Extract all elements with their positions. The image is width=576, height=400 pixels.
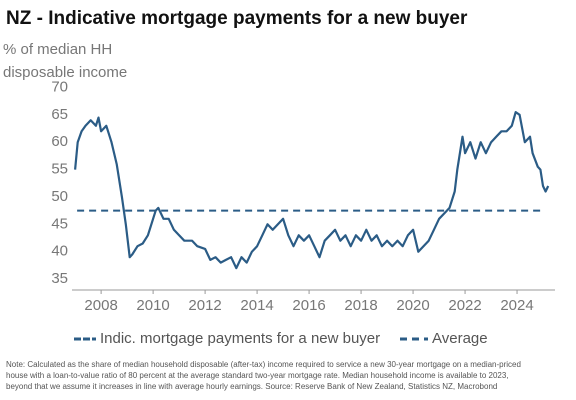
y-tick-label: 70 [51,78,68,95]
chart-title: NZ - Indicative mortgage payments for a … [6,8,468,29]
x-tick-label: 2020 [396,297,429,314]
y-tick-label: 40 [51,243,68,260]
y-tick-label: 55 [51,161,68,178]
note: beyond that we assume it increases in li… [6,382,497,391]
y-axis-label: % of median HH [3,41,112,58]
y-tick-label: 35 [51,270,68,287]
y-tick-label: 60 [51,133,68,150]
x-tick-label: 2008 [84,297,117,314]
x-tick-label: 2010 [136,297,169,314]
legend-label: Indic. mortgage payments for a new buyer [100,330,380,347]
x-tick-label: 2012 [188,297,221,314]
y-tick-label: 45 [51,215,68,232]
note: Note: Calculated as the share of median … [6,360,521,369]
legend-label: Average [432,330,488,347]
y-axis-label: disposable income [3,64,127,81]
x-tick-label: 2022 [448,297,481,314]
x-tick-label: 2014 [240,297,273,314]
x-tick-label: 2016 [292,297,325,314]
note: house with a loan-to-value ratio of 80 p… [6,371,509,380]
x-tick-label: 2018 [344,297,377,314]
data-line [74,111,550,270]
x-tick-label: 2024 [500,297,533,314]
y-tick-label: 50 [51,188,68,205]
y-tick-label: 65 [51,106,68,123]
